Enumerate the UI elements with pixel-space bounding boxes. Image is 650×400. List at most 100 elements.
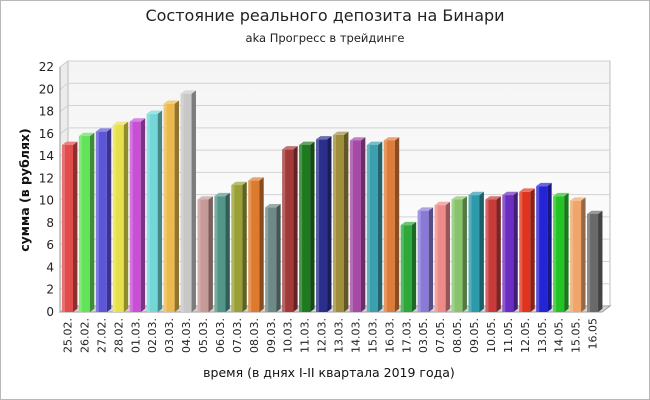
bar-top <box>62 141 78 145</box>
bar-top <box>468 191 484 196</box>
bar-side <box>344 131 349 312</box>
bar-highlight <box>316 139 320 312</box>
bar-top <box>383 137 400 141</box>
bar <box>197 196 213 312</box>
bar-side <box>377 141 383 312</box>
bar-side <box>140 118 146 312</box>
bar-side <box>360 137 366 312</box>
x-tick-label: 25.02. <box>62 318 75 353</box>
bar <box>282 146 298 312</box>
bar-front <box>214 196 226 312</box>
bar-front <box>570 200 582 312</box>
bar-top <box>570 197 586 201</box>
bar <box>485 196 501 312</box>
bar-side <box>428 207 434 312</box>
x-tick-label: 01.03. <box>129 318 142 353</box>
bar-front <box>197 199 209 312</box>
bar-side <box>310 141 315 312</box>
x-tick-label: 16.03. <box>383 318 396 353</box>
bar-front <box>316 139 328 312</box>
bar-top <box>214 192 230 197</box>
bar-front <box>519 191 531 312</box>
bar <box>587 210 603 312</box>
x-tick-label: 27.02. <box>95 318 108 353</box>
bar-front <box>485 199 497 312</box>
bar-highlight <box>366 144 370 312</box>
bar <box>299 141 315 312</box>
bar <box>434 201 451 312</box>
bar-front <box>417 210 429 312</box>
bar-side <box>123 121 129 312</box>
x-tick-label: 02.03. <box>146 318 159 353</box>
bar-side <box>73 141 78 312</box>
y-tick-label: 14 <box>39 149 54 163</box>
bar-side <box>479 191 484 312</box>
bar-highlight <box>553 196 557 312</box>
bar-highlight <box>333 134 336 312</box>
bar-front <box>112 124 124 312</box>
bar-front <box>180 93 192 313</box>
bar-side <box>327 136 332 312</box>
x-tick-label: 09.03. <box>265 318 278 353</box>
gridline-side <box>59 127 69 135</box>
bar <box>62 141 78 312</box>
x-tick-label: 10.03. <box>282 318 295 353</box>
bar <box>316 136 332 312</box>
bar-highlight <box>129 121 133 313</box>
bar-side <box>225 192 230 312</box>
bar-front <box>553 196 565 312</box>
bar-top <box>146 110 163 114</box>
bar-top <box>265 204 281 208</box>
gridline-side <box>59 60 69 68</box>
bar-side <box>411 221 417 312</box>
bar <box>553 192 569 312</box>
bar-front <box>451 199 463 312</box>
bar-highlight <box>146 113 150 312</box>
bar-top <box>231 181 247 186</box>
y-tick-label: 12 <box>39 171 54 185</box>
bar-top <box>316 136 332 140</box>
bar-side <box>598 210 603 312</box>
bar-top <box>129 118 146 122</box>
bar <box>570 197 586 312</box>
bar-front <box>248 180 260 312</box>
bar-front <box>333 134 344 312</box>
y-tick-label: 6 <box>46 238 54 252</box>
bar-top <box>485 196 501 200</box>
x-tick-label: 08.05. <box>451 318 464 353</box>
bar-front <box>163 103 175 312</box>
bar-side <box>581 197 586 312</box>
bar-highlight <box>299 144 303 312</box>
x-tick-label: 08.03. <box>248 318 261 353</box>
bar-highlight <box>349 140 353 312</box>
bar-side <box>462 196 467 312</box>
x-tick-label: 15.03. <box>366 318 379 353</box>
bar-front <box>400 225 412 312</box>
bar-front <box>536 186 548 312</box>
y-axis-title: сумма (в рублях) <box>17 128 32 252</box>
bar-top <box>180 90 196 94</box>
chart-title: Состояние реального депозита на Бинари <box>145 6 505 25</box>
bar-highlight <box>265 207 269 312</box>
bar-side <box>276 204 281 312</box>
x-tick-label: 14.05. <box>553 318 566 353</box>
x-tick-label: 07.05. <box>434 318 447 353</box>
bar-top <box>95 128 112 132</box>
x-tick-label: 12.05. <box>519 318 532 353</box>
x-tick-label: 03.03. <box>163 318 176 353</box>
bar-front <box>231 185 243 312</box>
x-tick-label: 13.05. <box>536 318 549 353</box>
bar <box>383 137 400 312</box>
bar <box>502 191 518 312</box>
bar-front <box>468 195 480 312</box>
bar-highlight <box>519 191 523 312</box>
bar-side <box>445 201 451 312</box>
bar-highlight <box>282 149 286 312</box>
bar-top <box>197 196 213 200</box>
bar <box>451 196 467 312</box>
bar-top <box>519 188 535 192</box>
bar-highlight <box>180 93 184 313</box>
bar-highlight <box>400 225 404 312</box>
bar <box>265 204 281 312</box>
x-tick-label: 11.05. <box>502 318 515 353</box>
